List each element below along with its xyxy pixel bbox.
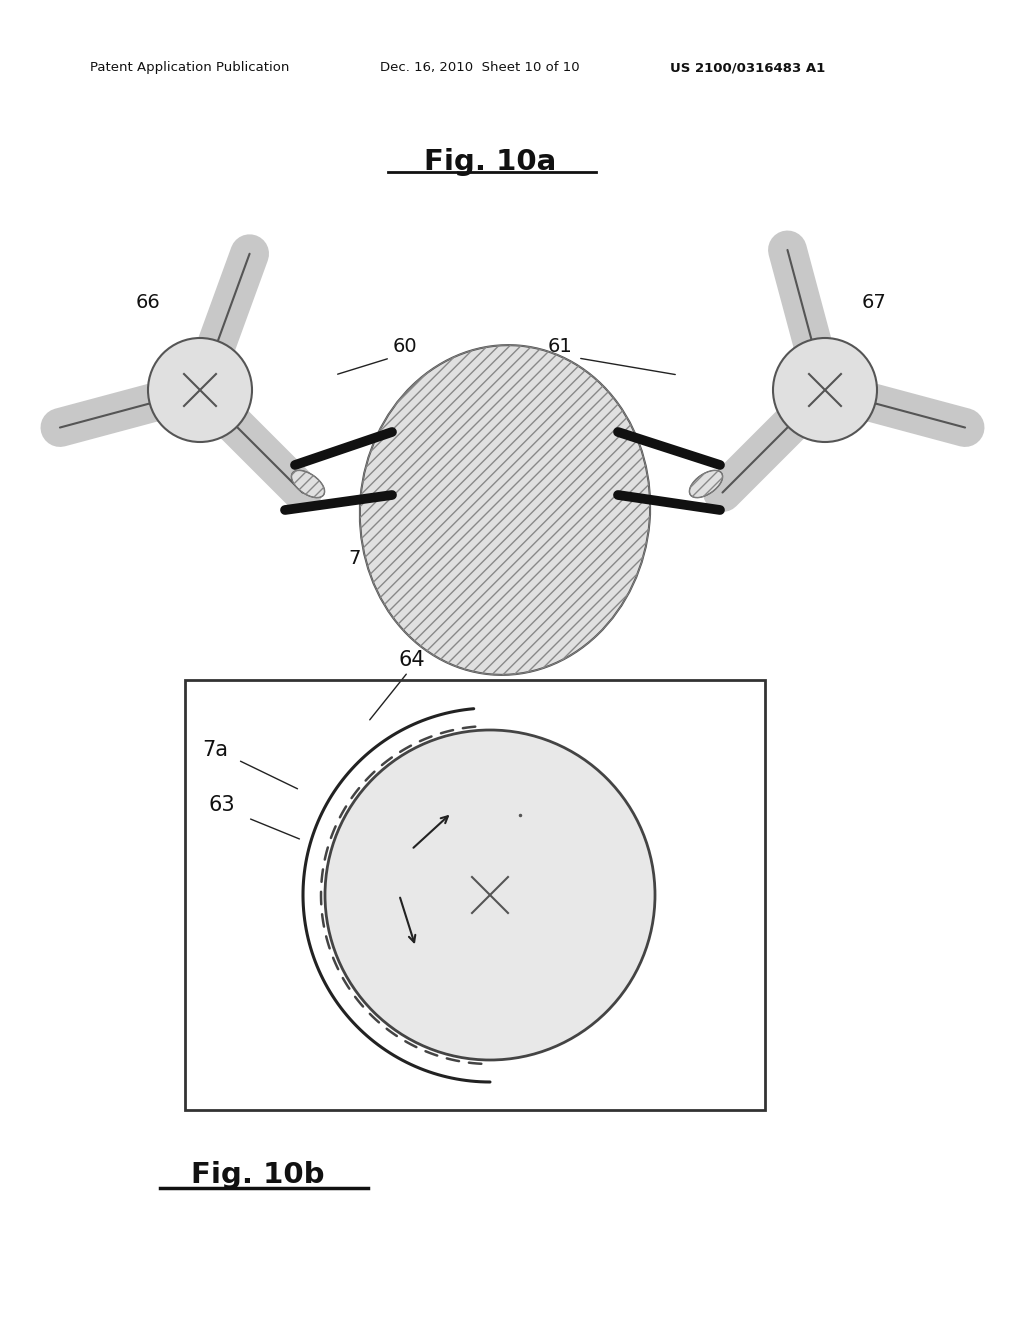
Circle shape — [148, 338, 252, 442]
Bar — [390, 420, 620, 605]
Ellipse shape — [359, 345, 650, 675]
Text: 7: 7 — [349, 549, 361, 568]
Text: 63: 63 — [209, 795, 236, 814]
Bar — [185, 680, 765, 1110]
Text: Patent Application Publication: Patent Application Publication — [90, 62, 290, 74]
Text: 64: 64 — [398, 649, 425, 671]
Text: 67: 67 — [861, 293, 887, 312]
Text: 61: 61 — [547, 337, 572, 356]
Text: 62: 62 — [484, 389, 509, 408]
Ellipse shape — [292, 470, 325, 498]
Text: 65: 65 — [531, 850, 558, 870]
Text: 60: 60 — [393, 337, 418, 356]
Circle shape — [325, 730, 655, 1060]
Text: 66: 66 — [135, 293, 161, 312]
Text: Fig. 10a: Fig. 10a — [424, 148, 556, 176]
Text: 7a: 7a — [202, 741, 228, 760]
Circle shape — [773, 338, 877, 442]
Ellipse shape — [689, 470, 723, 498]
Text: Dec. 16, 2010  Sheet 10 of 10: Dec. 16, 2010 Sheet 10 of 10 — [380, 62, 580, 74]
Text: Fig. 10b: Fig. 10b — [191, 1162, 325, 1189]
Text: US 2100/0316483 A1: US 2100/0316483 A1 — [670, 62, 825, 74]
